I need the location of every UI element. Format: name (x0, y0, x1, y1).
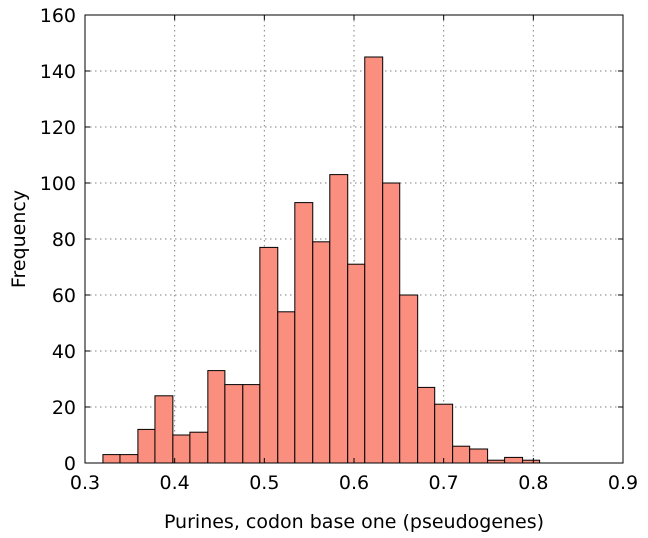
y-axis-label: Frequency (8, 190, 30, 288)
y-tick-label: 20 (52, 397, 76, 419)
histogram-bar (469, 448, 489, 464)
histogram-bar (277, 311, 296, 464)
y-tick-label: 40 (52, 341, 76, 363)
y-tick-label: 0 (64, 453, 76, 475)
histogram-bar (434, 403, 454, 464)
y-tick-label: 140 (40, 61, 76, 83)
x-axis-label: Purines, codon base one (pseudogenes) (164, 511, 544, 533)
histogram-bar (224, 384, 244, 464)
histogram-bar (504, 456, 524, 464)
histogram-bar (452, 445, 471, 464)
ticks-layer: 0.3 0.4 0.5 0.6 0.7 0.8 0.9 0 20 40 60 80 100 120 140 1… (40, 5, 638, 494)
x-tick-label: 0.4 (160, 472, 190, 494)
histogram-bar (242, 384, 261, 464)
x-tick-label: 0.8 (518, 472, 548, 494)
histogram-bar (382, 182, 401, 464)
histogram-bar (172, 434, 191, 464)
histogram-bar (347, 263, 366, 464)
histogram-bar (259, 246, 279, 464)
x-tick-label: 0.6 (339, 472, 369, 494)
histogram-bar (189, 431, 209, 464)
x-tick-label: 0.7 (429, 472, 459, 494)
histogram-bar (137, 428, 156, 464)
histogram-bar (329, 174, 349, 464)
y-tick-label: 120 (40, 117, 76, 139)
x-tick-label: 0.9 (608, 472, 638, 494)
histogram-bar (417, 386, 436, 464)
y-tick-label: 80 (52, 229, 76, 251)
histogram-bar (119, 454, 139, 464)
y-tick-label: 100 (40, 173, 76, 195)
histogram-bar (102, 454, 121, 464)
histogram-bar (154, 395, 174, 464)
histogram-bar (399, 294, 419, 464)
histogram-bar (312, 241, 331, 464)
y-tick-label: 160 (40, 5, 76, 27)
histogram-bar (294, 202, 314, 464)
x-tick-label: 0.3 (70, 472, 100, 494)
x-tick-label: 0.5 (249, 472, 279, 494)
bars-layer (102, 56, 541, 464)
histogram-bar (207, 370, 226, 464)
y-tick-label: 60 (52, 285, 76, 307)
histogram-bar (364, 56, 384, 464)
